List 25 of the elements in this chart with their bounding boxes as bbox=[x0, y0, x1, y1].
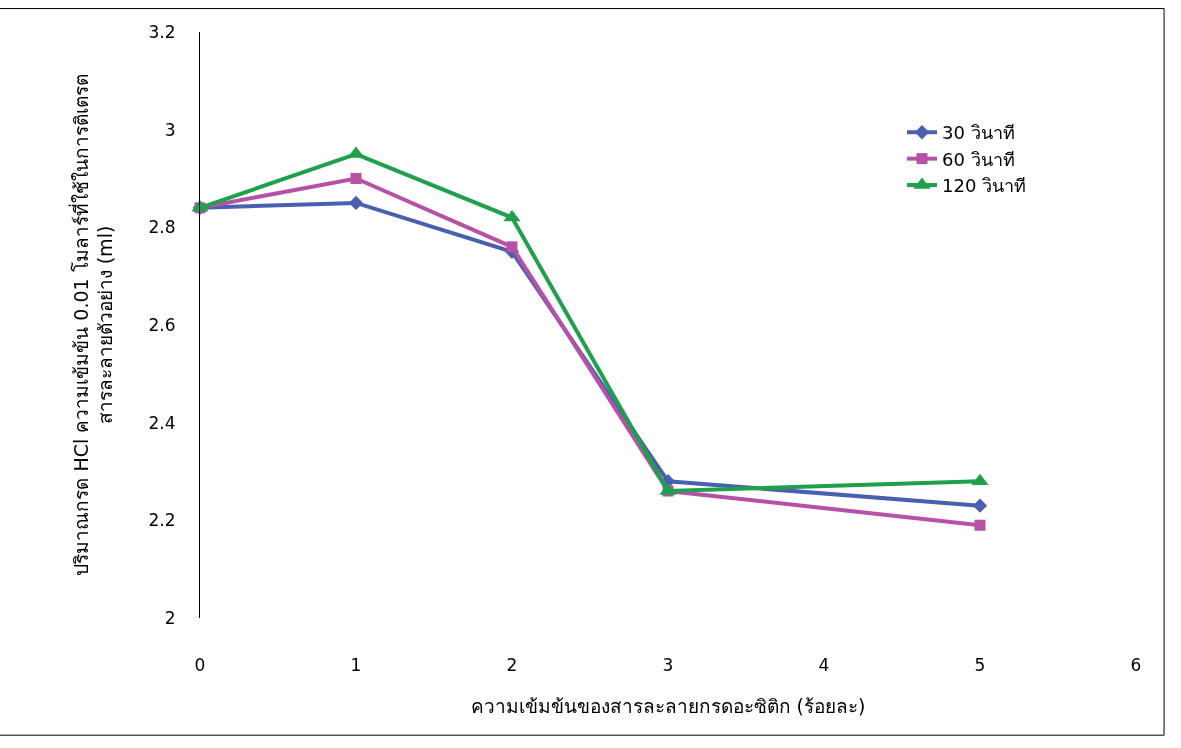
y-tick-label: 2 bbox=[164, 607, 176, 628]
legend-label: 60 วินาที bbox=[942, 148, 1015, 170]
y-axis-title: ปริมาณกรด HCl ความเข้มข้น 0.01 โมลาร์ที่ใช้ในการติเตรต สารละลายตัวอย่าง (ml) bbox=[67, 74, 117, 576]
y-tick-label: 3 bbox=[164, 119, 176, 140]
y-tick-label: 3.2 bbox=[148, 21, 176, 42]
point bbox=[971, 473, 989, 486]
x-axis-title: ความเข้มข้นของสารละลายกรดอะซิติก (ร้อยละ) bbox=[470, 694, 866, 717]
point bbox=[506, 241, 518, 253]
point bbox=[972, 498, 988, 513]
x-tick-label: 1 bbox=[350, 655, 362, 675]
y-tick-label: 2.8 bbox=[148, 217, 176, 238]
y-tick-label: 2.2 bbox=[148, 510, 176, 531]
x-tick-label: 4 bbox=[818, 655, 830, 675]
y-tick-label: 2.6 bbox=[148, 314, 176, 335]
x-tick-label: 6 bbox=[1130, 655, 1142, 675]
y-tick-label: 2.4 bbox=[148, 412, 176, 433]
x-tick-label: 3 bbox=[662, 655, 674, 675]
legend-label: 30 วินาที bbox=[942, 122, 1015, 144]
x-tick-label: 0 bbox=[194, 655, 206, 675]
point bbox=[974, 519, 986, 531]
point bbox=[350, 173, 362, 184]
point bbox=[348, 195, 364, 211]
x-tick-label: 5 bbox=[974, 655, 986, 675]
x-tick-label: 2 bbox=[506, 655, 518, 675]
legend-label: 120 วินาที bbox=[942, 175, 1027, 197]
